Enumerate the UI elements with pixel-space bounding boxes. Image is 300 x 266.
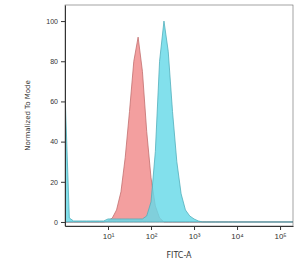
x-tick-label: 10² [146,232,158,241]
y-tick: 20 [50,179,65,186]
plot-area [65,21,293,222]
x-tick-label: 10³ [189,232,201,241]
y-tick-label: 100 [46,18,58,25]
y-axis-line [65,6,66,227]
chart: 10¹ 10² 10³ 10⁴ 10⁵ 0 20 40 60 80 100 FITC-A Normali… [0,0,300,266]
y-tick: 0 [54,219,65,226]
x-tick-mark [237,226,238,230]
y-tick-mark [61,61,65,62]
x-tick-mark [280,226,281,230]
y-tick-label: 0 [54,219,58,226]
y-axis: 0 20 40 60 80 100 [46,6,65,227]
y-tick-label: 40 [50,138,58,145]
y-tick: 80 [50,58,65,65]
y-tick: 100 [46,18,65,25]
y-tick-mark [61,222,65,223]
y-tick: 60 [50,98,65,105]
y-tick-mark [61,101,65,102]
x-tick-label: 10⁵ [274,232,286,241]
plot-frame [65,5,293,226]
y-tick-label: 20 [50,179,58,186]
x-tick-label: 10¹ [103,232,115,241]
x-tick-mark [108,226,109,230]
y-axis-title: Normalized To Mode [24,80,32,151]
y-tick-mark [61,21,65,22]
y-tick-mark [61,182,65,183]
y-tick-mark [61,142,65,143]
x-tick-mark [194,226,195,230]
y-tick: 40 [50,138,65,145]
x-tick: 10³ [189,226,201,241]
x-tick: 10⁴ [231,226,244,241]
y-tick-label: 60 [50,98,58,105]
x-tick: 10² [146,226,158,241]
y-tick-label: 80 [50,58,58,65]
x-axis: 10¹ 10² 10³ 10⁴ 10⁵ [66,226,294,241]
x-tick: 10⁵ [274,226,286,241]
histogram-area [65,21,293,222]
x-tick-mark [151,226,152,230]
x-axis-title: FITC-A [166,251,192,260]
x-axis-line [66,226,294,227]
x-tick-label: 10⁴ [231,232,244,241]
x-tick: 10¹ [103,226,115,241]
